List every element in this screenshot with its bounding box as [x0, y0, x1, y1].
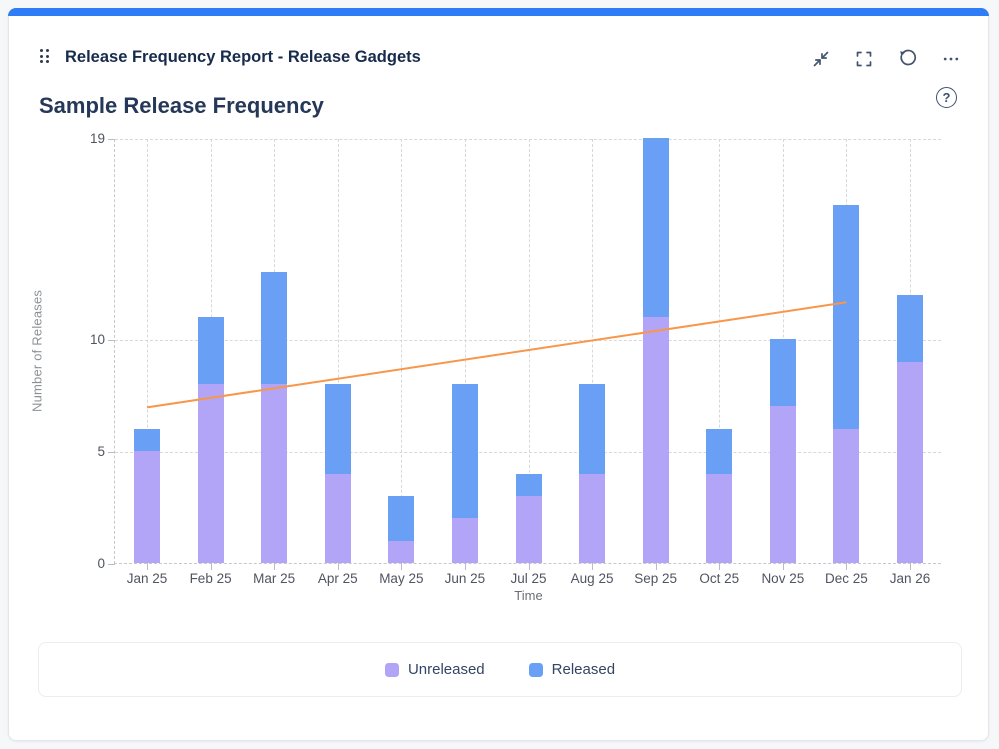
x-axis-tick: [655, 563, 657, 570]
y-axis-tick: [108, 139, 115, 140]
y-tick-label: 5: [97, 444, 105, 460]
x-axis-tick: [592, 563, 594, 570]
bar-unreleased[interactable]: [642, 316, 669, 563]
legend-label-unreleased: Unreleased: [407, 661, 485, 678]
legend-swatch-unreleased: [384, 662, 399, 677]
x-tick-label: Jan 26: [889, 571, 931, 586]
y-axis-tick: [108, 452, 115, 454]
bar-unreleased[interactable]: [261, 384, 288, 563]
y-axis-tick: [108, 564, 115, 565]
x-tick-label: Jan 25: [126, 571, 168, 586]
gridline-horizontal: [115, 139, 941, 140]
more-options-icon[interactable]: [942, 50, 960, 68]
x-axis-tick: [337, 563, 339, 570]
collapse-icon[interactable]: [812, 50, 830, 68]
x-axis-tick: [147, 563, 148, 570]
gridline-horizontal: [115, 452, 941, 454]
bar-released[interactable]: [769, 339, 796, 407]
accent-bar: [8, 8, 989, 16]
x-tick-label: Mar 25: [253, 571, 296, 586]
bar-unreleased[interactable]: [197, 384, 224, 563]
x-tick-label: Apr 25: [317, 571, 358, 586]
gadget-title: Release Frequency Report - Release Gadge…: [65, 48, 421, 66]
bar-released[interactable]: [706, 428, 733, 474]
x-axis-tick: [910, 563, 911, 570]
bar-released[interactable]: [324, 384, 351, 474]
x-tick-label: Feb 25: [189, 571, 232, 586]
x-tick-label: Dec 25: [825, 571, 868, 586]
chart-title: Sample Release Frequency: [39, 93, 324, 118]
x-axis-tick: [719, 563, 721, 570]
fullscreen-icon[interactable]: [855, 50, 873, 68]
bar-released[interactable]: [833, 205, 860, 429]
bar-unreleased[interactable]: [324, 473, 351, 563]
drag-handle-icon[interactable]: [40, 49, 49, 63]
bar-released[interactable]: [197, 316, 224, 385]
refresh-icon[interactable]: [898, 49, 917, 68]
y-tick-label: 10: [89, 332, 105, 348]
x-axis-tick: [210, 563, 212, 570]
x-tick-label: Aug 25: [570, 571, 614, 586]
bar-unreleased[interactable]: [833, 428, 860, 563]
bar-released[interactable]: [579, 384, 606, 474]
x-tick-label: Jul 25: [510, 571, 547, 586]
bar-unreleased[interactable]: [769, 406, 796, 563]
bar-unreleased[interactable]: [897, 361, 923, 563]
x-axis-tick: [401, 563, 403, 570]
legend-item-released[interactable]: Released: [528, 661, 616, 678]
bar-released[interactable]: [451, 384, 478, 519]
y-tick-label: 19: [89, 131, 105, 146]
legend-item-unreleased[interactable]: Unreleased: [384, 661, 485, 678]
x-tick-label: Jun 25: [444, 571, 486, 586]
bar-released[interactable]: [515, 473, 542, 496]
y-axis-tick: [108, 340, 115, 342]
chart-legend: Unreleased Released: [38, 642, 962, 697]
bar-released[interactable]: [134, 428, 160, 452]
x-tick-label: May 25: [379, 571, 424, 586]
bar-released[interactable]: [261, 272, 288, 385]
gadget-card: Release Frequency Report - Release Gadge…: [8, 8, 989, 741]
x-axis-tick: [464, 563, 466, 570]
bar-released[interactable]: [897, 294, 923, 362]
gadget-toolbar: [812, 49, 960, 68]
help-icon[interactable]: ?: [936, 87, 957, 108]
x-axis-tick: [846, 563, 848, 570]
bar-unreleased[interactable]: [515, 495, 542, 563]
bar-unreleased[interactable]: [134, 451, 160, 563]
x-axis-tick: [274, 563, 276, 570]
legend-swatch-released: [528, 662, 543, 677]
x-axis-tick: [528, 563, 530, 570]
bar-unreleased[interactable]: [388, 540, 415, 563]
bar-unreleased[interactable]: [706, 473, 733, 563]
y-axis-title: Number of Releases: [29, 289, 45, 413]
x-axis-title: Time: [514, 588, 543, 603]
x-tick-label: Sep 25: [634, 571, 678, 586]
bar-unreleased[interactable]: [451, 518, 478, 563]
y-tick-label: 0: [97, 556, 105, 571]
bar-released[interactable]: [388, 495, 415, 541]
bar-unreleased[interactable]: [579, 473, 606, 563]
legend-label-released: Released: [551, 661, 616, 678]
bar-released[interactable]: [642, 138, 669, 317]
x-tick-label: Oct 25: [699, 571, 740, 586]
x-tick-label: Nov 25: [761, 571, 805, 586]
x-axis-tick: [782, 563, 784, 570]
plot-area: Number of Releases Time 0 5 10 19 Jan 25 Feb …: [30, 131, 941, 603]
